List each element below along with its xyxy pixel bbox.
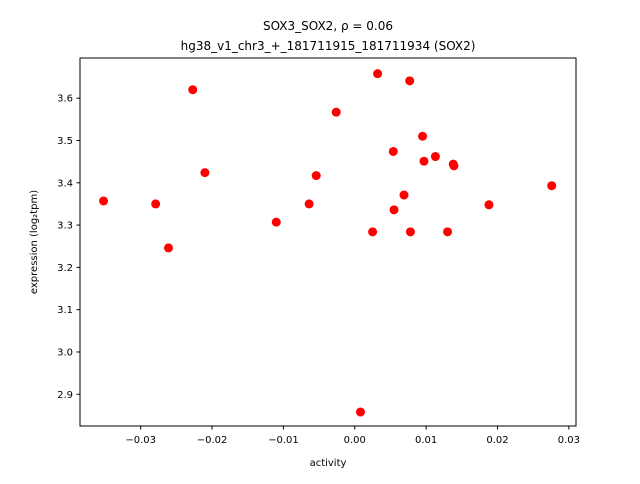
data-point — [188, 85, 198, 95]
data-point — [430, 152, 440, 162]
data-point — [419, 156, 429, 166]
data-point — [355, 407, 365, 417]
data-point — [484, 200, 494, 210]
data-point — [443, 227, 453, 237]
data-point — [405, 227, 415, 237]
data-point — [449, 161, 459, 171]
data-point — [418, 131, 428, 141]
data-point — [405, 76, 415, 86]
x-tick-label: −0.02 — [197, 435, 228, 446]
data-point — [331, 107, 341, 117]
data-point — [311, 171, 321, 181]
x-tick-label: 0.01 — [415, 435, 437, 446]
data-point — [151, 199, 161, 209]
x-tick-label: −0.03 — [125, 435, 156, 446]
data-point — [547, 181, 557, 191]
y-tick-label: 3.6 — [57, 94, 73, 105]
x-tick-label: 0.03 — [558, 435, 580, 446]
data-point — [373, 69, 383, 79]
data-point — [399, 190, 409, 200]
y-tick-label: 3.4 — [57, 178, 73, 189]
y-tick-label: 2.9 — [57, 390, 73, 401]
data-point — [389, 205, 399, 215]
y-tick-label: 3.2 — [57, 263, 73, 274]
y-tick-label: 3.5 — [57, 136, 73, 147]
data-point — [200, 168, 210, 178]
data-point — [388, 146, 398, 156]
data-point — [99, 196, 109, 206]
data-point — [271, 217, 281, 227]
data-point — [304, 199, 314, 209]
x-axis-label: activity — [310, 458, 347, 469]
x-tick-label: 0.00 — [344, 435, 366, 446]
plot-area: −0.03 −0.02 −0.01 0.00 0.01 0.02 0.03 2.9 3.0 3.1… — [57, 69, 580, 446]
chart-title-line2: hg38_v1_chr3_+_181711915_181711934 (SOX2… — [181, 39, 476, 53]
x-tick-label: −0.01 — [268, 435, 299, 446]
data-point — [368, 227, 378, 237]
y-tick-label: 3.0 — [57, 347, 73, 358]
y-axis-label: expression (log₂tpm) — [29, 190, 40, 294]
axes-frame — [79, 57, 577, 427]
data-point — [163, 243, 173, 253]
y-tick-label: 3.1 — [57, 305, 73, 316]
chart-title-line1: SOX3_SOX2, ρ = 0.06 — [263, 19, 393, 33]
y-tick-label: 3.3 — [57, 221, 73, 232]
x-tick-label: 0.02 — [486, 435, 508, 446]
